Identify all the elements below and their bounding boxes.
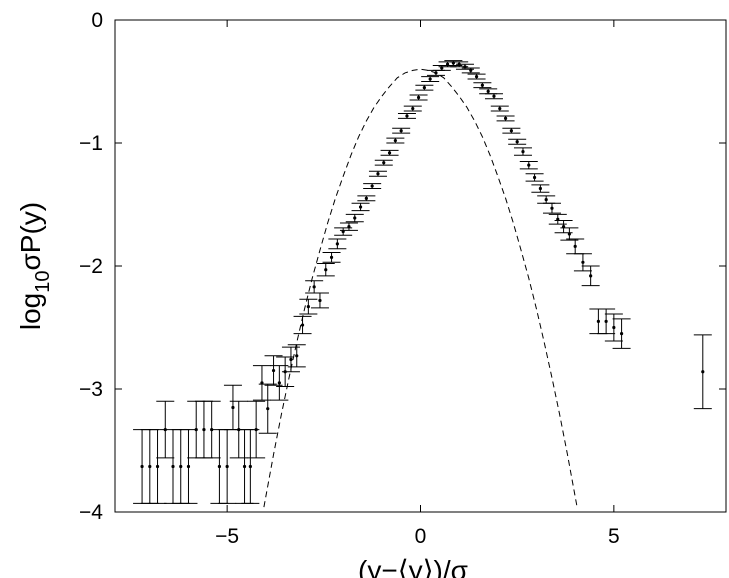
- data-point: [509, 129, 513, 133]
- data-point: [573, 244, 577, 248]
- tick-labels-group: −5 0 5 0 −1 −2 −3 −4: [79, 9, 620, 548]
- data-point: [544, 197, 548, 202]
- data-point: [589, 274, 593, 278]
- data-point: [171, 464, 175, 469]
- data-point: [179, 464, 183, 469]
- data-point: [581, 260, 585, 264]
- data-point: [532, 175, 537, 180]
- data-point: [202, 427, 206, 432]
- data-point: [387, 151, 392, 155]
- y-axis-label-subscript: 10: [32, 270, 54, 292]
- data-point: [480, 83, 484, 87]
- dashed-curve-group: [263, 68, 578, 508]
- y-axis-label-suffix: σP(y): [15, 202, 46, 271]
- data-point: [140, 464, 144, 469]
- data-point: [194, 427, 198, 432]
- data-point: [422, 86, 426, 90]
- data-point: [370, 184, 374, 188]
- y-axis-label-prefix: log: [15, 293, 46, 330]
- data-point: [411, 106, 415, 111]
- data-point: [596, 319, 600, 323]
- data-point: [364, 196, 368, 200]
- data-point: [492, 94, 496, 98]
- x-axis-label: (y−⟨y⟩)/σ: [358, 555, 468, 578]
- data-point: [266, 407, 270, 411]
- data-point: [225, 464, 229, 469]
- y-tick-label: 0: [91, 9, 103, 32]
- data-point: [405, 114, 409, 118]
- data-point: [335, 242, 339, 246]
- data-point: [289, 357, 293, 362]
- data-point: [306, 304, 310, 309]
- data-point: [312, 285, 316, 289]
- data-point: [527, 163, 531, 167]
- data-point: [604, 319, 608, 323]
- data-point: [231, 405, 235, 410]
- data-point: [186, 464, 191, 469]
- data-point: [248, 464, 252, 469]
- x-tick-label: −5: [215, 525, 239, 548]
- y-tick-label: −2: [79, 255, 103, 278]
- axis-ticks: [115, 19, 726, 513]
- data-point: [416, 95, 421, 100]
- data-point: [295, 354, 299, 358]
- data-point: [353, 216, 357, 220]
- data-point: [382, 161, 386, 165]
- data-point: [347, 225, 351, 229]
- data-point: [701, 370, 705, 374]
- data-point: [300, 323, 305, 327]
- data-point: [148, 464, 152, 469]
- data-point: [376, 172, 380, 176]
- data-point: [217, 464, 222, 469]
- data-point: [329, 255, 334, 259]
- y-tick-label: −4: [79, 501, 103, 524]
- data-point: [486, 89, 490, 93]
- data-point: [619, 332, 624, 336]
- data-point: [469, 68, 473, 73]
- data-point: [399, 129, 403, 133]
- data-point: [277, 381, 281, 385]
- data-points-group: [133, 60, 712, 504]
- data-point: [434, 71, 438, 75]
- data-point: [538, 186, 542, 191]
- y-axis-label: log10σP(y): [15, 202, 54, 330]
- x-tick-label: 5: [608, 525, 620, 548]
- data-point: [474, 74, 479, 79]
- data-point: [428, 77, 432, 81]
- data-point: [271, 368, 276, 373]
- data-point: [521, 150, 525, 154]
- data-point: [567, 232, 571, 236]
- y-tick-label: −1: [79, 132, 103, 155]
- data-point: [503, 116, 508, 120]
- data-point: [358, 205, 363, 209]
- data-point: [318, 298, 322, 303]
- data-point: [155, 464, 160, 469]
- data-point: [550, 206, 554, 210]
- plot-frame: [114, 19, 727, 513]
- data-point: [515, 140, 519, 144]
- y-tick-label: −3: [79, 378, 103, 401]
- data-point: [242, 464, 247, 469]
- data-point: [393, 138, 397, 143]
- data-point: [612, 325, 616, 330]
- data-point: [254, 427, 258, 432]
- data-point: [498, 106, 502, 111]
- x-tick-label: 0: [415, 525, 427, 548]
- data-point: [324, 268, 328, 272]
- gaussian-dashed-line: [263, 68, 578, 508]
